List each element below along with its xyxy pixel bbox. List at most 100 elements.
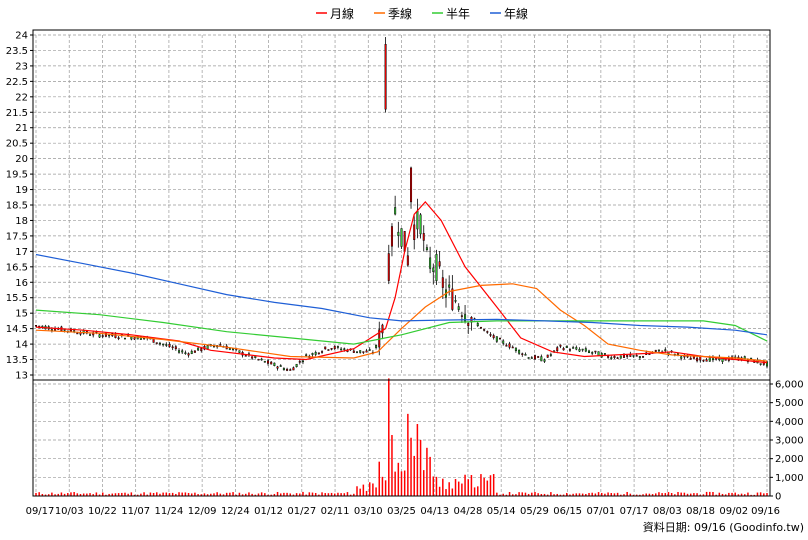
volume-bar bbox=[473, 487, 476, 496]
x-tick-label: 10/22 bbox=[88, 506, 117, 517]
volume-bar bbox=[413, 455, 415, 496]
candle-body bbox=[362, 351, 365, 353]
volume-bar bbox=[168, 493, 171, 496]
candle-body bbox=[588, 350, 591, 353]
volume-bar bbox=[422, 470, 425, 496]
candle-body bbox=[483, 329, 486, 331]
chart-grid bbox=[33, 34, 770, 497]
candle-body bbox=[540, 356, 543, 362]
volume-bar bbox=[321, 492, 323, 496]
volume-bar bbox=[737, 494, 740, 496]
candle-body bbox=[619, 355, 622, 359]
volume-bar bbox=[575, 493, 578, 496]
x-tick-label: 09/02 bbox=[719, 506, 748, 517]
candle-body bbox=[533, 355, 536, 360]
candle-body bbox=[632, 355, 635, 357]
volume-bar bbox=[101, 492, 104, 496]
candle-body bbox=[530, 357, 533, 359]
candle-body bbox=[63, 329, 66, 331]
volume-bar bbox=[750, 494, 752, 496]
candle-body bbox=[607, 355, 610, 358]
volume-bar bbox=[175, 493, 177, 496]
candle-body bbox=[537, 356, 540, 358]
candle-body bbox=[549, 354, 552, 356]
volume-bar bbox=[731, 492, 733, 496]
candle-body bbox=[613, 355, 616, 358]
candle-body bbox=[387, 253, 390, 281]
candle-body bbox=[330, 348, 333, 350]
volume-bar bbox=[63, 493, 66, 496]
candle-body bbox=[104, 332, 107, 337]
volume-bar bbox=[620, 494, 622, 496]
y-tick-label: 19.5 bbox=[6, 170, 28, 181]
volume-bar bbox=[254, 494, 257, 496]
candle-body bbox=[384, 44, 387, 110]
volume-tick-label: 1,000 bbox=[775, 473, 804, 484]
candle-body bbox=[289, 369, 292, 371]
volume-bar bbox=[486, 480, 489, 496]
volume-bar bbox=[686, 493, 689, 496]
volume-bar bbox=[744, 494, 746, 496]
volume-bar bbox=[432, 476, 435, 496]
volume-bar bbox=[194, 492, 196, 496]
volume-bar bbox=[54, 494, 56, 496]
candle-body bbox=[505, 345, 508, 347]
volume-bar bbox=[594, 493, 597, 496]
volume-bar bbox=[149, 492, 152, 496]
volume-bar bbox=[438, 486, 441, 496]
candle-body bbox=[295, 363, 298, 368]
candle-body bbox=[460, 315, 463, 317]
volume-bar bbox=[454, 479, 457, 496]
volume-bar bbox=[591, 492, 593, 496]
y-tick-label: 22.5 bbox=[6, 77, 28, 88]
volume-bar bbox=[470, 475, 473, 496]
volume-bar bbox=[480, 474, 482, 496]
source-caption: 資料日期: 09/16 (Goodinfo.tw) bbox=[643, 520, 804, 534]
volume-bar bbox=[391, 435, 393, 496]
candle-body bbox=[594, 350, 597, 353]
candle-body bbox=[419, 214, 422, 235]
candle-body bbox=[759, 363, 762, 365]
volume-bar bbox=[295, 493, 298, 496]
y-tick-label: 22 bbox=[15, 92, 28, 103]
candle-body bbox=[467, 322, 470, 326]
candle-body bbox=[425, 247, 428, 250]
volume-bar bbox=[222, 494, 225, 496]
volume-bar bbox=[483, 477, 485, 496]
candle-body bbox=[642, 356, 645, 358]
candle-body bbox=[197, 347, 200, 351]
y-tick-label: 17.5 bbox=[6, 231, 28, 242]
y-tick-label: 20.5 bbox=[6, 139, 28, 150]
volume-bar bbox=[229, 492, 231, 496]
candle-body bbox=[336, 346, 339, 348]
candle-body bbox=[486, 331, 489, 333]
volume-bar bbox=[585, 493, 587, 496]
x-tick-label: 05/14 bbox=[487, 506, 516, 517]
volume-bar bbox=[302, 491, 304, 496]
candle-body bbox=[390, 226, 393, 247]
volume-bar bbox=[286, 492, 288, 496]
y-tick-label: 15.5 bbox=[6, 293, 28, 304]
volume-bar bbox=[715, 494, 717, 496]
volume-bar bbox=[152, 492, 155, 496]
x-tick-label: 06/15 bbox=[553, 506, 582, 517]
volume-bar bbox=[680, 492, 682, 496]
volume-bar bbox=[187, 492, 190, 496]
x-tick-label: 12/24 bbox=[221, 506, 250, 517]
volume-bar bbox=[632, 494, 635, 496]
volume-bar bbox=[219, 493, 222, 496]
volume-bar bbox=[467, 479, 469, 496]
volume-bar bbox=[569, 494, 571, 496]
candle-body bbox=[708, 356, 711, 362]
volume-bar bbox=[457, 481, 460, 496]
candle-body bbox=[603, 353, 606, 355]
volume-bar bbox=[388, 378, 390, 496]
volume-bar bbox=[677, 492, 679, 496]
candle-body bbox=[743, 356, 746, 359]
candle-body bbox=[89, 334, 92, 336]
candle-body bbox=[429, 257, 432, 269]
candle-body bbox=[267, 360, 270, 364]
volume-bar bbox=[734, 492, 736, 496]
candle-body bbox=[451, 288, 454, 310]
